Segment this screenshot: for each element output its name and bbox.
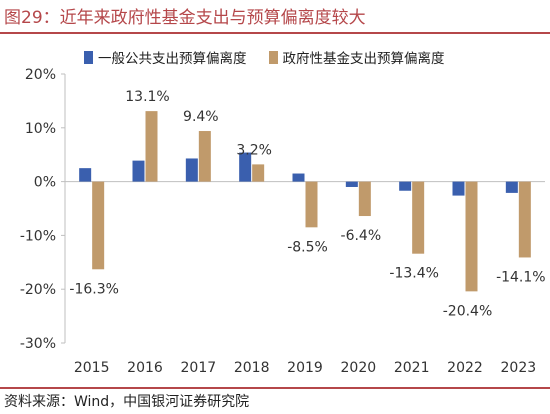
legend-swatch-general-public — [84, 50, 93, 64]
x-tick-label: 2017 — [181, 360, 217, 376]
bar-government-fund-2020 — [358, 181, 371, 217]
bar-general-public-2019 — [292, 173, 305, 182]
bar-government-fund-2015 — [92, 181, 105, 270]
bar-general-public-2021 — [399, 181, 412, 191]
data-label-government-fund-2021: -13.4% — [389, 266, 439, 282]
data-label-government-fund-2015: -16.3% — [69, 281, 119, 297]
source-rule — [0, 387, 550, 389]
bar-general-public-2017 — [185, 158, 198, 182]
y-tick-label: 20% — [25, 67, 56, 83]
bar-general-public-2022 — [452, 181, 465, 196]
chart-legend: 一般公共支出预算偏离度 政府性基金支出预算偏离度 — [84, 47, 445, 67]
figure-title: 图29：近年来政府性基金支出与预算偏离度较大 — [4, 8, 366, 28]
x-tick-label: 2018 — [234, 360, 270, 376]
legend-label-government-fund: 政府性基金支出预算偏离度 — [282, 51, 445, 67]
bar-government-fund-2017 — [198, 131, 211, 182]
data-label-government-fund-2020: -6.4% — [341, 228, 382, 244]
title-rule — [0, 32, 550, 34]
data-label-government-fund-2018: 3.2% — [236, 142, 272, 158]
legend-swatch-government-fund — [268, 50, 278, 64]
bar-government-fund-2016 — [145, 111, 158, 182]
legend-item-government-fund: 政府性基金支出预算偏离度 — [268, 47, 445, 67]
data-label-government-fund-2016: 13.1% — [125, 89, 169, 105]
bar-general-public-2023 — [505, 181, 518, 193]
x-tick-label: 2023 — [501, 360, 537, 376]
data-label-government-fund-2017: 9.4% — [183, 109, 219, 125]
y-tick-label: 10% — [25, 121, 56, 137]
y-tick-label: 0% — [34, 175, 56, 191]
y-tick-label: -30% — [20, 336, 56, 352]
bar-government-fund-2018 — [252, 164, 265, 182]
x-tick-label: 2015 — [74, 360, 110, 376]
y-tick-label: -20% — [20, 282, 56, 298]
x-tick-label: 2020 — [341, 360, 377, 376]
x-tick-label: 2022 — [447, 360, 483, 376]
bar-general-public-2016 — [132, 160, 145, 182]
x-tick-label: 2016 — [127, 360, 163, 376]
legend-item-general-public: 一般公共支出预算偏离度 — [84, 47, 247, 67]
bar-general-public-2015 — [79, 168, 92, 182]
legend-label-general-public: 一般公共支出预算偏离度 — [98, 51, 247, 67]
bar-government-fund-2021 — [412, 181, 425, 254]
data-label-government-fund-2019: -8.5% — [287, 239, 328, 255]
source-note: 资料来源：Wind，中国银河证券研究院 — [4, 394, 250, 410]
bar-government-fund-2022 — [465, 181, 478, 292]
bar-general-public-2020 — [345, 181, 358, 187]
bar-general-public-2018 — [239, 152, 252, 182]
x-tick-label: 2019 — [287, 360, 323, 376]
x-tick-label: 2021 — [394, 360, 430, 376]
y-tick-label: -10% — [20, 228, 56, 244]
data-label-government-fund-2022: -20.4% — [443, 303, 493, 319]
bar-government-fund-2023 — [518, 181, 531, 258]
data-label-government-fund-2023: -14.1% — [496, 269, 546, 285]
bar-government-fund-2019 — [305, 181, 318, 228]
